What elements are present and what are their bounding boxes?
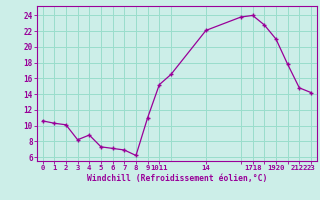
X-axis label: Windchill (Refroidissement éolien,°C): Windchill (Refroidissement éolien,°C)	[87, 174, 267, 183]
